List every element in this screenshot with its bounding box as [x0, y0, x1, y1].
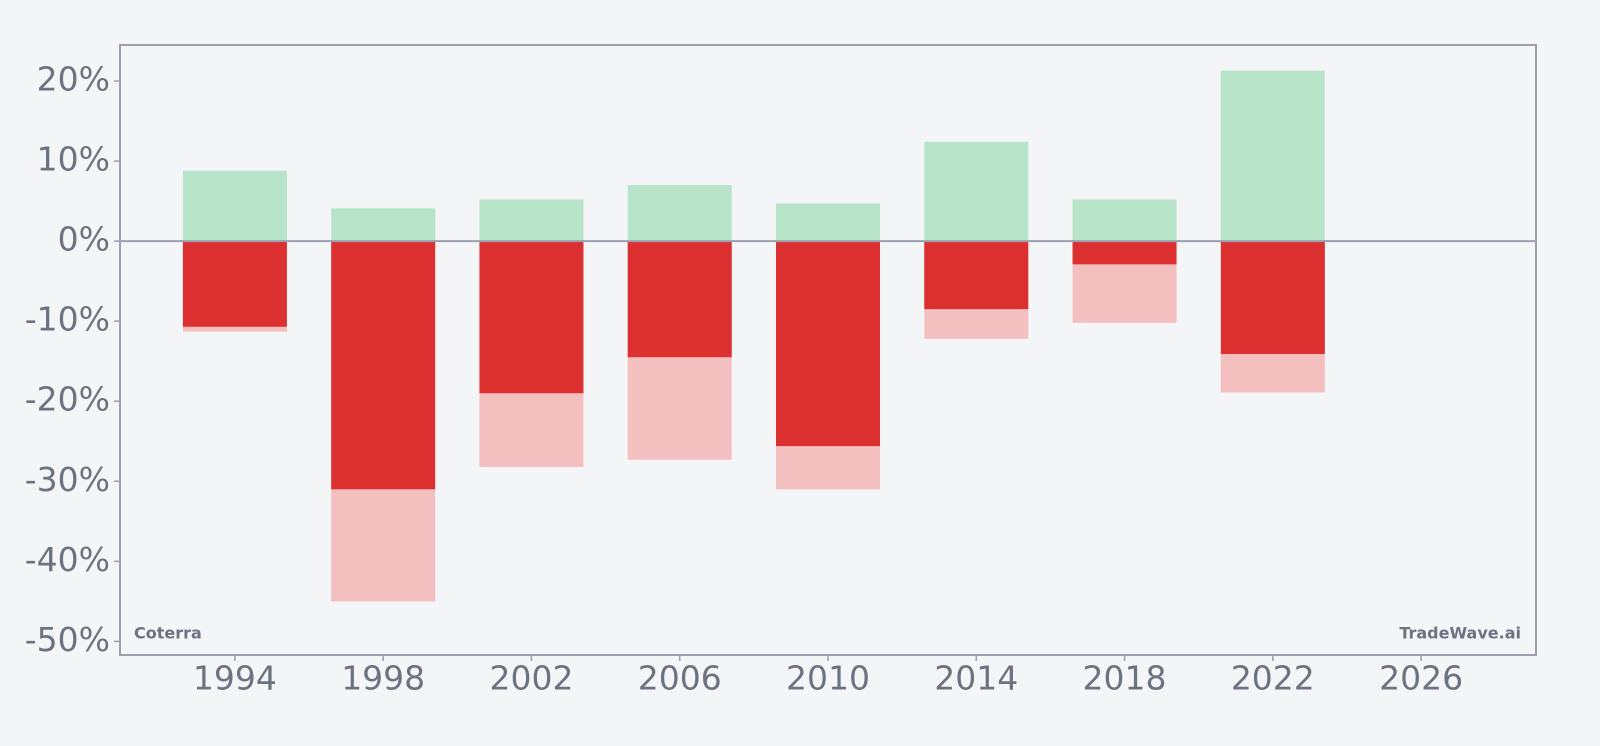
y-tick-label: -30%	[25, 460, 110, 499]
bar	[627, 241, 732, 358]
y-tick-label: -40%	[25, 540, 110, 579]
y-tick-label: 10%	[37, 140, 110, 179]
bar	[1072, 199, 1177, 242]
x-tick-label: 1994	[193, 659, 277, 698]
x-tick-label: 1998	[341, 659, 425, 698]
bar	[776, 241, 880, 447]
x-tick-label: 2014	[934, 659, 1018, 698]
plot-area	[120, 70, 1536, 602]
x-tick-label: 2018	[1083, 659, 1167, 698]
bar	[924, 241, 1029, 310]
bar	[1072, 241, 1177, 265]
bar	[479, 199, 584, 242]
bar	[1220, 70, 1325, 242]
x-tick-label: 2026	[1379, 659, 1463, 698]
y-tick-label: -50%	[25, 620, 110, 659]
bar	[479, 241, 584, 394]
bar	[776, 203, 880, 242]
x-tick-label: 2022	[1231, 659, 1315, 698]
annotation: TradeWave.ai	[1399, 624, 1521, 643]
bar	[182, 241, 287, 327]
bar	[331, 208, 436, 242]
y-tick-label: 20%	[37, 60, 110, 99]
bar	[331, 241, 436, 490]
annotation: Coterra	[134, 624, 202, 643]
bar	[1220, 241, 1325, 355]
x-tick-label: 2010	[786, 659, 870, 698]
bar	[924, 141, 1029, 242]
y-tick-label: 0%	[58, 220, 110, 259]
bar	[182, 170, 287, 242]
x-tick-label: 2006	[638, 659, 722, 698]
x-tick-label: 2002	[489, 659, 573, 698]
y-tick-label: -10%	[25, 300, 110, 339]
bar	[627, 185, 732, 242]
y-tick-label: -20%	[25, 380, 110, 419]
